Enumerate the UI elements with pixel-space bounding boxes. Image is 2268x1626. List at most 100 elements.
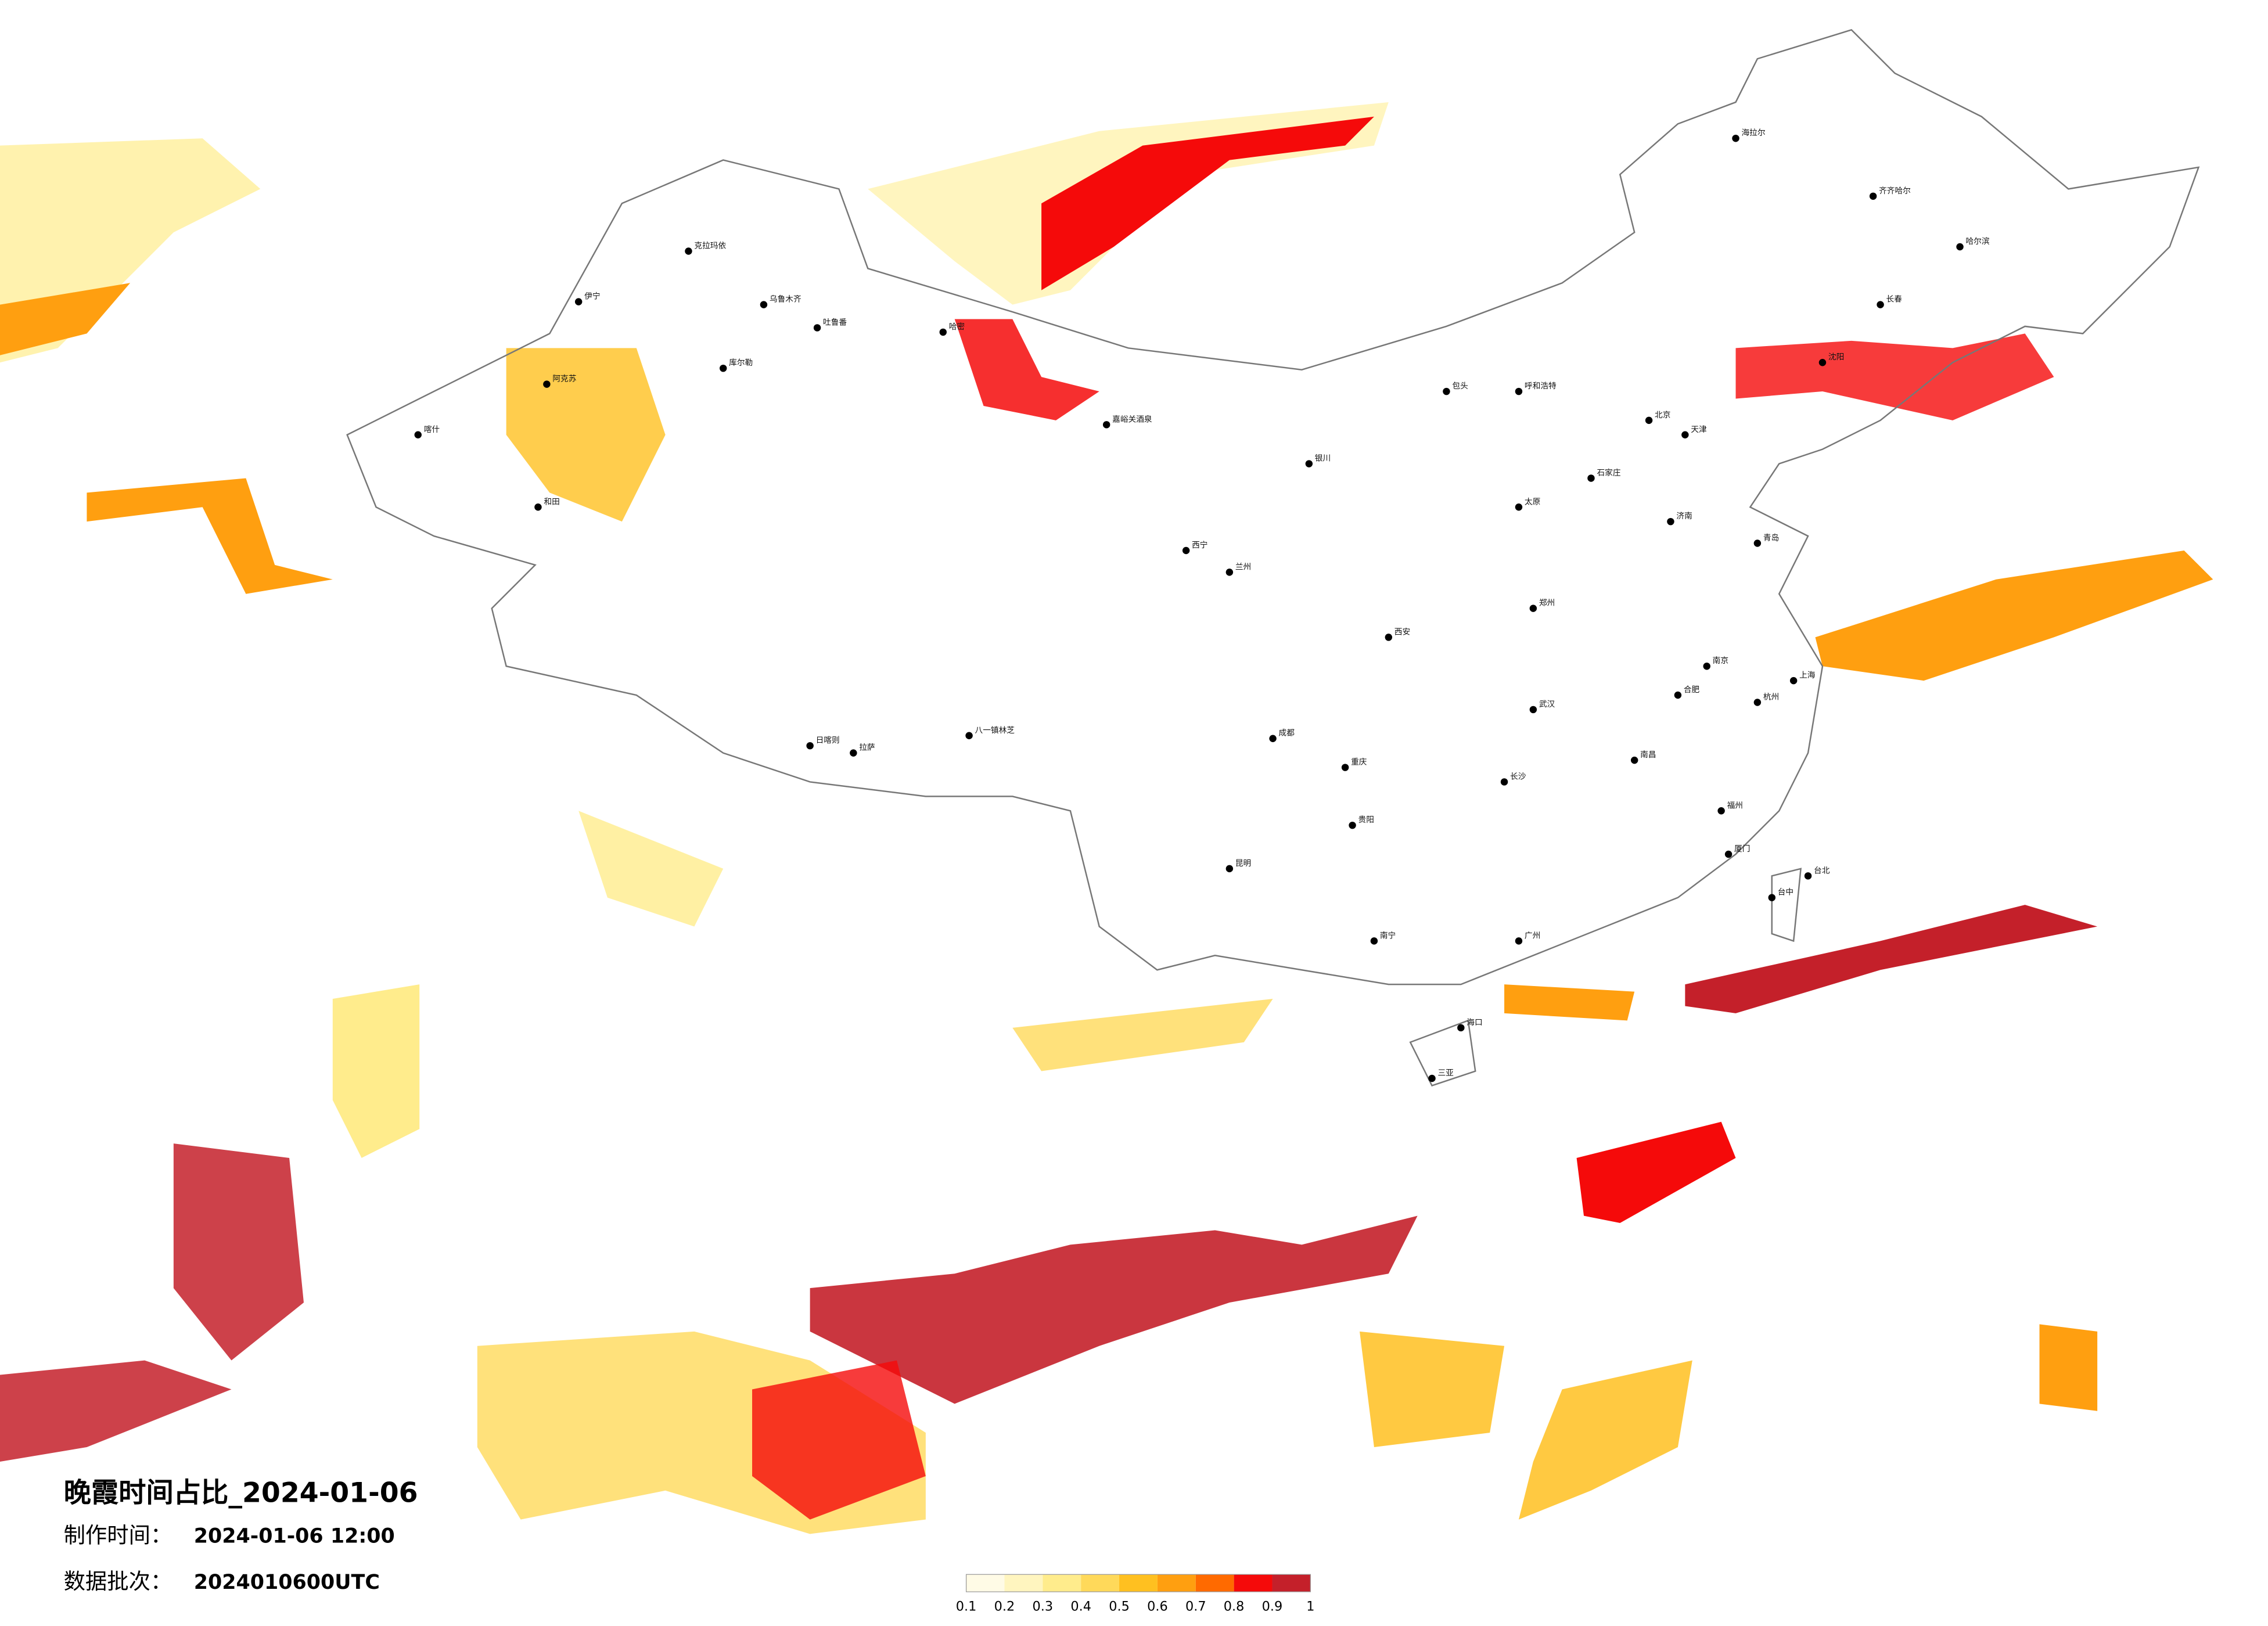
city-dot [1515,387,1523,395]
hainan [1409,1019,1476,1087]
city-label: 太原 [1525,497,1540,506]
city-dot [850,749,857,757]
city-dot [1102,421,1110,429]
city-dot [1529,706,1537,714]
made-label: 制作时间： [64,1522,172,1548]
city-label: 库尔勒 [729,358,753,368]
city-dot [1225,865,1234,873]
colorbar-tick: 0.1 [956,1599,977,1614]
city-label: 台北 [1814,866,1830,875]
city-dot [1724,850,1733,858]
city-dot [1500,778,1508,786]
city-dot [813,324,821,332]
city-dot [1703,662,1710,670]
city-label: 西宁 [1192,540,1207,550]
city-dot [1681,431,1689,438]
city-dot [1385,634,1393,641]
city-dot [1428,1074,1436,1082]
colorbar-box [1004,1574,1043,1592]
city-label: 重庆 [1351,758,1367,767]
city-label: 齐齐哈尔 [1879,186,1911,196]
city-dot [574,298,583,305]
city-label: 伊宁 [584,292,600,301]
city-label: 长春 [1886,295,1903,304]
batch: 2024010600UTC [194,1571,380,1594]
city-dot [1587,474,1595,482]
city-label: 喀什 [424,425,440,434]
city-dot [1717,807,1725,815]
colorbar-frame [965,1574,1311,1592]
city-label: 和田 [544,497,559,506]
city-dot [1753,539,1762,547]
city-dot [685,247,692,255]
city-label: 包头 [1452,382,1468,391]
city-dot [1443,387,1450,395]
city-label: 武汉 [1539,700,1555,709]
city-label: 福州 [1727,801,1743,810]
colorbar-box [1195,1574,1234,1592]
city-dot [965,732,973,739]
city-label: 成都 [1279,729,1295,738]
city-label: 上海 [1799,671,1816,680]
colorbar-tick: 0.3 [1033,1599,1054,1614]
city-dot [1515,503,1523,511]
city-dot [1457,1024,1465,1032]
batch-label: 数据批次： [64,1569,172,1594]
city-label: 银川 [1315,454,1331,463]
colorbar-box [1043,1574,1081,1592]
city-label: 南宁 [1380,930,1396,940]
colorbar-tick: 1 [1306,1599,1314,1614]
city-dot [1789,677,1798,685]
city-dot [1269,735,1277,742]
city-label: 天津 [1691,425,1707,434]
cloud-field [0,102,2213,1534]
made-time: 2024-01-06 12:00 [194,1524,395,1548]
city-label: 石家庄 [1597,467,1620,477]
colorbar-tick: 0.9 [1262,1599,1283,1614]
city-dot [1305,460,1313,467]
colorbar-tick: 0.2 [994,1599,1015,1614]
city-dot [1341,764,1349,771]
city-dot [1818,359,1827,366]
city-dot [1667,517,1674,526]
city-label: 南昌 [1640,750,1656,760]
city-dot [1732,134,1739,142]
city-dot [806,742,814,750]
city-label: 克拉玛依 [694,241,726,250]
colorbar: 0.1 0.2 0.3 0.4 0.5 0.6 0.7 0.8 0.9 1 [956,1574,1314,1614]
colorbar-box [1119,1574,1158,1592]
city-label: 海拉尔 [1741,128,1765,138]
city-label: 哈尔滨 [1965,237,1989,246]
city-label: 长沙 [1510,772,1526,781]
city-label: 沈阳 [1828,352,1844,362]
city-dot [414,431,422,438]
colorbar-box [1157,1574,1196,1592]
city-label: 乌鲁木齐 [770,295,801,304]
colorbar-box [1081,1574,1120,1592]
city-label: 拉萨 [859,743,875,753]
city-label: 阿克苏 [552,375,576,384]
city-label: 呼和浩特 [1525,382,1557,391]
city-label: 济南 [1676,512,1692,521]
city-label: 郑州 [1539,599,1555,608]
city-label: 海口 [1467,1018,1482,1027]
city-dot [1529,605,1537,612]
city-label: 台中 [1778,888,1793,897]
city-label: 贵阳 [1358,815,1374,825]
country-border [346,29,2200,985]
taiwan [1771,868,1802,942]
colorbar-tick: 0.4 [1070,1599,1091,1614]
city-label: 南京 [1713,656,1728,665]
city-label: 三亚 [1437,1069,1454,1078]
city-dot [1877,301,1884,308]
city-label: 厦门 [1734,844,1750,854]
colorbar-tick: 0.8 [1224,1599,1245,1614]
city-dot [1768,894,1776,901]
city-dot [1630,756,1638,764]
colorbar-tick: 0.5 [1109,1599,1130,1614]
city-label: 日喀则 [816,736,840,745]
city-dot [1515,937,1523,945]
city-dot [760,301,768,308]
